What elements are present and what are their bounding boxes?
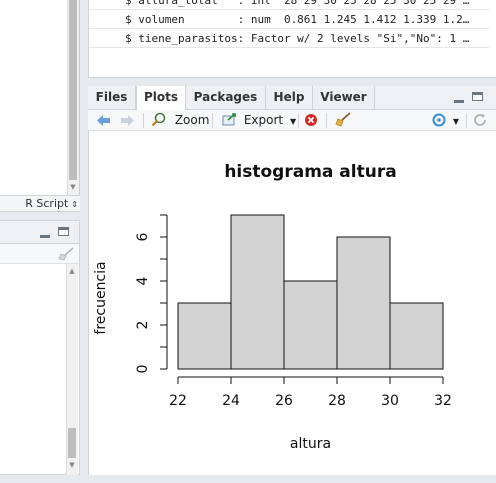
console-scrollbar[interactable] <box>66 264 78 475</box>
publish-button[interactable]: ▼ <box>430 112 459 129</box>
dropdown-caret-icon: ▼ <box>289 117 297 126</box>
minimize-icon[interactable] <box>40 235 50 238</box>
pane-tab-bar: Files Plots Packages Help Viewer <box>88 86 496 110</box>
scroll-up-arrow-icon[interactable]: ▲ <box>69 267 75 275</box>
zoom-label: Zoom <box>174 113 210 127</box>
tab-viewer[interactable]: Viewer <box>313 86 375 109</box>
dropdown-caret-icon: ▼ <box>452 117 459 126</box>
tab-packages[interactable]: Packages <box>186 86 266 109</box>
x-tick-label: 30 <box>381 393 399 409</box>
export-button[interactable]: Export ▼ <box>222 112 296 129</box>
tab-help[interactable]: Help <box>266 86 313 109</box>
updown-chevron-icon: ⇕ <box>71 200 78 209</box>
x-tick-label: 28 <box>328 393 346 409</box>
publish-icon <box>432 113 446 127</box>
console-line: $ volumen : num 0.861 1.245 1.412 1.339 … <box>89 11 489 29</box>
x-axis-label: altura <box>290 436 331 452</box>
y-axis-label: frecuencia <box>93 261 109 334</box>
console-line: $ altura_total : int 28 29 30 25 28 25 3… <box>89 0 489 10</box>
x-tick-label: 32 <box>434 393 452 409</box>
scroll-down-arrow-icon[interactable]: ▼ <box>69 461 75 469</box>
zoom-icon <box>151 112 166 127</box>
minimize-icon[interactable] <box>454 100 464 103</box>
histogram-bar <box>336 236 391 370</box>
tab-plots[interactable]: Plots <box>136 86 186 110</box>
source-editor-pane[interactable] <box>0 0 80 196</box>
zoom-button[interactable]: Zoom <box>151 112 209 129</box>
histogram-bar <box>230 214 285 370</box>
plots-toolbar: Zoom Export ▼ ▼ <box>88 110 496 131</box>
file-type-label: R Script <box>25 197 69 210</box>
histogram-bar <box>283 280 338 370</box>
toolbar-separator <box>298 113 299 128</box>
x-tick-label: 26 <box>275 393 293 409</box>
x-tick-label: 24 <box>222 393 240 409</box>
maximize-icon[interactable] <box>472 92 483 101</box>
console-pane[interactable]: $ altura_total : int 28 29 30 25 28 25 3… <box>88 0 496 78</box>
editor-scrollbar-thumb[interactable] <box>69 0 77 180</box>
remove-plot-icon[interactable] <box>304 113 318 127</box>
console-toolbar <box>0 244 80 264</box>
y-tick-label: 0 <box>135 365 151 374</box>
console-line: $ tiene_parasitos: Factor w/ 2 levels "S… <box>89 30 489 48</box>
arrow-right-icon[interactable] <box>120 114 135 127</box>
toolbar-separator <box>143 113 144 128</box>
y-tick-label: 4 <box>135 276 151 285</box>
histogram-bar <box>177 302 232 370</box>
toolbar-separator <box>326 113 327 128</box>
tab-files[interactable]: Files <box>88 86 136 109</box>
y-tick-label: 2 <box>135 321 151 330</box>
plot-canvas[interactable]: histograma altura 22 24 26 28 30 32 altura 0 2 4 6 f… <box>89 132 496 475</box>
editor-status-bar: R Script ⇕ <box>0 195 80 212</box>
toolbar-separator <box>466 113 467 128</box>
scroll-down-arrow-icon[interactable]: ▼ <box>70 183 76 191</box>
export-label: Export <box>243 113 284 127</box>
export-icon <box>222 113 236 126</box>
arrow-left-icon[interactable] <box>96 114 111 127</box>
histogram-bar <box>389 302 444 370</box>
broom-icon[interactable] <box>335 112 351 128</box>
window-bottom-edge <box>0 476 496 483</box>
chart-title: histograma altura <box>224 162 396 182</box>
refresh-icon[interactable] <box>472 112 488 128</box>
broom-icon[interactable] <box>58 247 74 261</box>
toolbar-separator <box>212 113 213 128</box>
console-pane-header <box>0 220 80 244</box>
console-scrollbar-thumb[interactable] <box>68 428 76 458</box>
maximize-icon[interactable] <box>58 227 69 236</box>
x-tick-label: 22 <box>169 393 187 409</box>
file-type-selector[interactable]: R Script ⇕ <box>25 197 78 210</box>
y-tick-label: 6 <box>135 232 151 241</box>
